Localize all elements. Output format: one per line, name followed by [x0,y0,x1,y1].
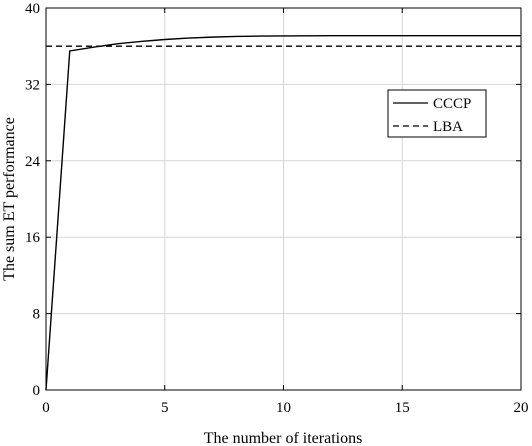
series-layer [45,34,521,391]
x-tick-label: 15 [395,400,410,416]
x-tick-label: 0 [42,400,50,416]
y-tick-label: 16 [25,230,41,246]
legend-label-cccp: CCCP [433,96,471,112]
x-tick-label: 5 [161,400,169,416]
series-line-cccp [45,34,521,391]
x-tick-label: 10 [276,400,291,416]
y-tick-label: 40 [25,1,40,17]
y-tick-label: 8 [33,307,41,323]
y-tick-label: 0 [33,383,41,399]
x-axis-label: The number of iterations [204,430,363,446]
y-tick-label: 32 [25,77,40,93]
y-tick-label: 24 [25,154,41,170]
legend: CCCP LBA [387,89,487,138]
ticks [45,7,522,391]
legend-box [387,89,487,138]
x-tick-label: 20 [514,400,529,416]
tick-labels: 0 5 10 15 20 0 8 16 24 32 40 [25,1,529,416]
legend-label-lba: LBA [433,119,463,135]
grid [46,8,521,390]
y-axis-label: The sum ET performance [1,117,18,281]
